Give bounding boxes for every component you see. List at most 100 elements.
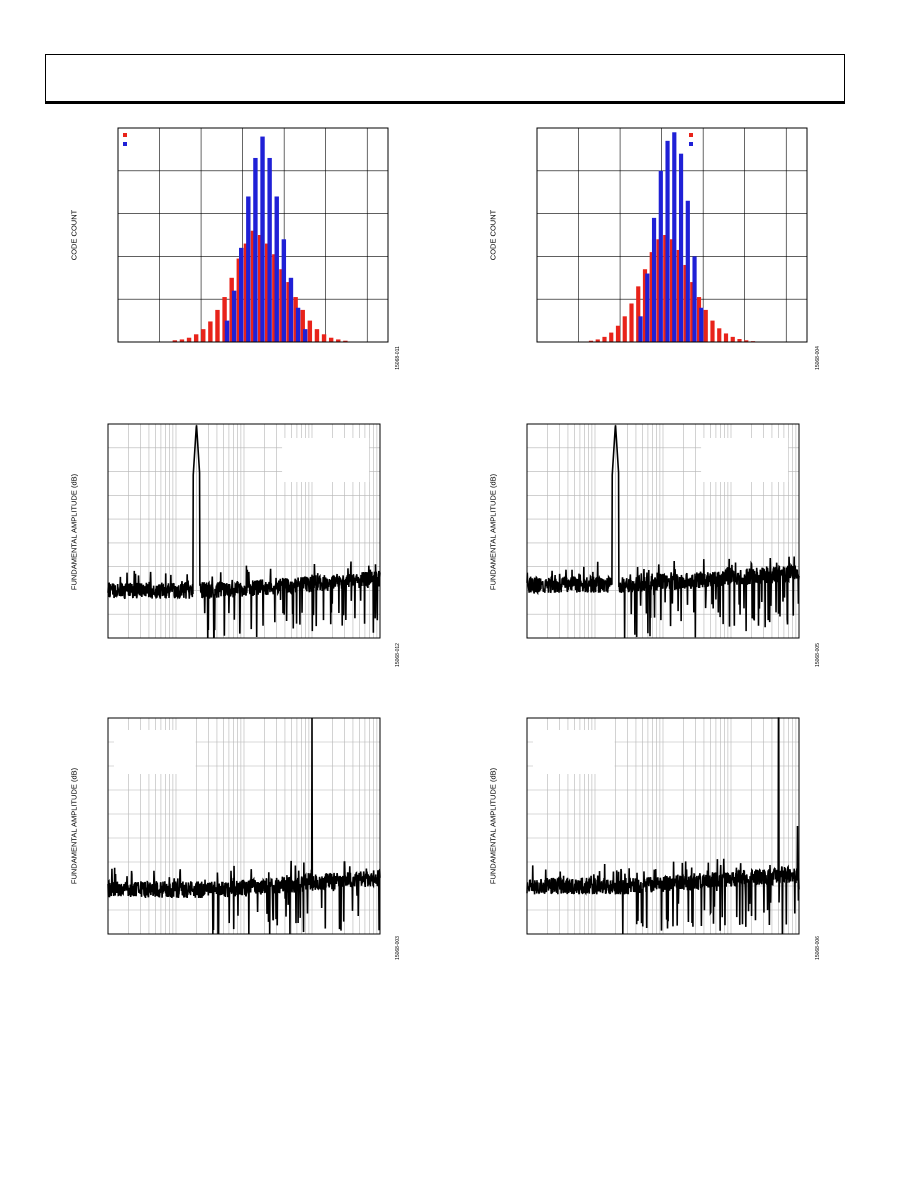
fft-plot-bottom-right	[526, 717, 800, 935]
histogram-bar	[744, 340, 749, 342]
histogram-bar	[302, 329, 308, 342]
histogram-bar	[656, 239, 661, 342]
spectrum-trace	[526, 717, 800, 935]
legend-swatch	[689, 133, 693, 137]
histogram-bar	[629, 303, 634, 342]
histogram-bar	[224, 320, 230, 342]
y-axis-label: FUNDAMENTAL AMPLITUDE (dB)	[69, 473, 79, 591]
histogram-bar	[588, 340, 594, 342]
histogram-bar	[737, 339, 742, 342]
spectrum-trace	[526, 425, 800, 639]
histogram-bar	[267, 157, 272, 342]
histogram-bar	[692, 256, 697, 342]
histogram-bar	[615, 325, 621, 342]
legend-swatch	[123, 142, 127, 146]
histogram-bar	[622, 316, 627, 342]
histogram-bar	[246, 196, 251, 342]
histogram-bar	[651, 217, 657, 342]
fft-plot-bottom-left	[107, 717, 381, 935]
histogram-bar	[193, 334, 199, 342]
histogram-bar	[243, 243, 249, 342]
y-axis-label: FUNDAMENTAL AMPLITUDE (dB)	[488, 473, 498, 591]
histogram-bar	[260, 136, 265, 342]
fft-plot-middle-right	[526, 423, 800, 639]
histogram-bar	[645, 273, 650, 342]
code-count-histogram-right	[536, 127, 808, 343]
histogram-bar	[649, 252, 654, 342]
plot-frame	[526, 717, 800, 935]
legend-swatch	[123, 133, 127, 137]
figure-id: 15068-011	[395, 346, 401, 370]
y-axis-label: FUNDAMENTAL AMPLITUDE (dB)	[488, 767, 498, 885]
histogram-bar	[638, 316, 643, 342]
histogram-bar	[636, 286, 641, 342]
histogram-bar	[685, 200, 690, 342]
histogram-bar	[321, 334, 327, 342]
histogram-svg	[536, 127, 808, 343]
histogram-bar	[678, 153, 684, 342]
fft-plot-middle-left	[107, 423, 381, 639]
histogram-bar	[642, 269, 648, 342]
plot-frame	[526, 423, 800, 639]
figure-id: 15068-003	[395, 936, 401, 960]
y-axis-label: FUNDAMENTAL AMPLITUDE (dB)	[69, 767, 79, 885]
plot-frame	[107, 717, 381, 935]
histogram-bar	[663, 235, 668, 342]
histogram-bar	[265, 243, 270, 342]
figure-id: 15068-012	[395, 643, 401, 667]
page-header-box	[45, 54, 845, 102]
histogram-bar	[215, 309, 220, 342]
histogram-bar	[231, 290, 237, 342]
histogram-bar	[236, 258, 241, 342]
histogram-bar	[683, 264, 688, 342]
annotation-box	[701, 438, 789, 482]
annotation-box	[114, 730, 196, 774]
y-axis-label: CODE COUNT	[488, 209, 498, 261]
spectrum-trace	[107, 425, 381, 639]
histogram-bar	[717, 328, 722, 342]
plot-frame	[117, 127, 389, 343]
fft-svg	[526, 423, 800, 639]
figure-id: 15068-005	[815, 643, 821, 667]
histogram-bar	[274, 196, 279, 342]
histogram-bar	[328, 337, 334, 342]
histogram-bar	[186, 337, 192, 342]
histogram-bar	[257, 235, 263, 342]
histogram-bar	[669, 239, 675, 342]
histogram-bar	[665, 140, 670, 342]
header-rule	[45, 102, 845, 104]
plot-frame	[536, 127, 808, 343]
histogram-bar	[208, 321, 213, 342]
fft-svg	[107, 717, 381, 935]
histogram-bar	[179, 339, 185, 342]
histogram-bar	[201, 329, 206, 342]
histogram-bar	[672, 132, 677, 342]
y-axis-label: CODE COUNT	[69, 209, 79, 261]
histogram-bar	[222, 297, 227, 342]
histogram-bar	[710, 320, 715, 342]
legend-swatch	[689, 142, 693, 146]
histogram-bar	[300, 309, 305, 342]
histogram-bar	[690, 282, 695, 342]
histogram-bar	[703, 309, 708, 342]
fft-svg	[107, 423, 381, 639]
figure-id: 15068-004	[815, 346, 821, 370]
histogram-bar	[229, 277, 234, 342]
histogram-bar	[676, 249, 681, 342]
histogram-bar	[658, 170, 663, 342]
histogram-bar	[281, 239, 287, 342]
histogram-bar	[250, 230, 256, 342]
histogram-bar	[602, 336, 607, 342]
histogram-bar	[343, 340, 348, 342]
annotation-box	[282, 438, 370, 482]
histogram-bar	[293, 297, 298, 342]
histogram-bar	[307, 320, 313, 342]
histogram-bar	[272, 254, 277, 342]
histogram-bar	[295, 307, 301, 342]
plot-frame	[107, 423, 381, 639]
histogram-bar	[723, 333, 729, 342]
spectrum-trace	[107, 717, 381, 935]
histogram-bar	[696, 297, 702, 342]
histogram-bar	[172, 340, 178, 342]
histogram-bar	[609, 332, 614, 342]
